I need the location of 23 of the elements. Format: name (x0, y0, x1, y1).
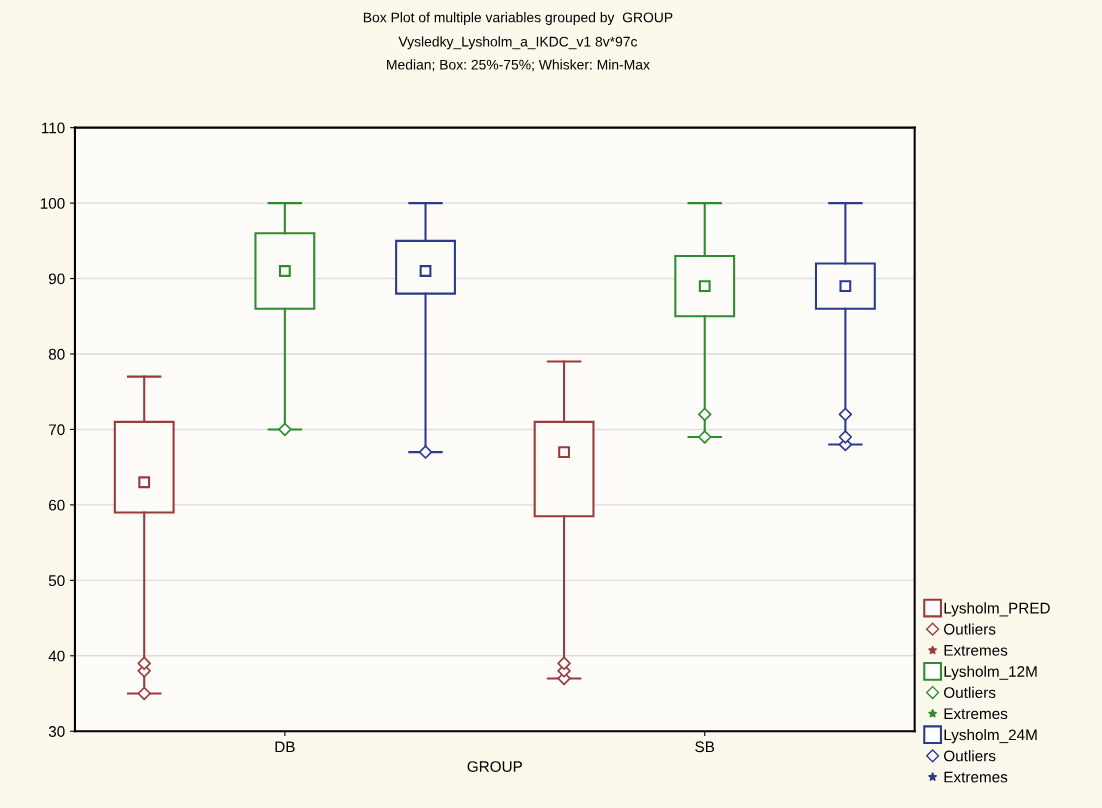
y-tick-label: 40 (48, 650, 65, 662)
y-tick-label: 50 (48, 575, 65, 587)
legend-label: Outliers (944, 750, 996, 762)
legend-label: Lysholm_12M (944, 665, 1037, 680)
x-tick-label: DB (275, 741, 295, 753)
y-tick-label: 90 (48, 273, 65, 285)
x-axis-title: GROUP (467, 761, 522, 772)
y-tick-label: 80 (48, 348, 65, 360)
x-tick-label: SB (695, 741, 715, 753)
chart-subtitle: Vysledky_Lysholm_a_IKDC_v1 8v*97c Median; Box: 25%-75%; Whisker: Min-Max (387, 36, 650, 72)
y-tick-label: 70 (49, 424, 65, 436)
y-tick-label: 60 (49, 499, 65, 511)
legend-label: Outliers (944, 623, 996, 635)
legend-label: Lysholm_24M (944, 729, 1037, 744)
legend-label: Extremes (944, 771, 1008, 783)
legend-label: Outliers (944, 686, 996, 698)
y-tick-label: 100 (40, 197, 65, 209)
legend-label: Extremes (944, 708, 1008, 720)
chart-title: Box Plot of multiple variables grouped by GROUP (363, 12, 673, 26)
legend-label: Lysholm_PRED (944, 602, 1050, 617)
y-tick-label: 30 (48, 726, 65, 737)
y-tick-label: 110 (42, 122, 65, 134)
legend-label: Extremes (944, 645, 1008, 656)
